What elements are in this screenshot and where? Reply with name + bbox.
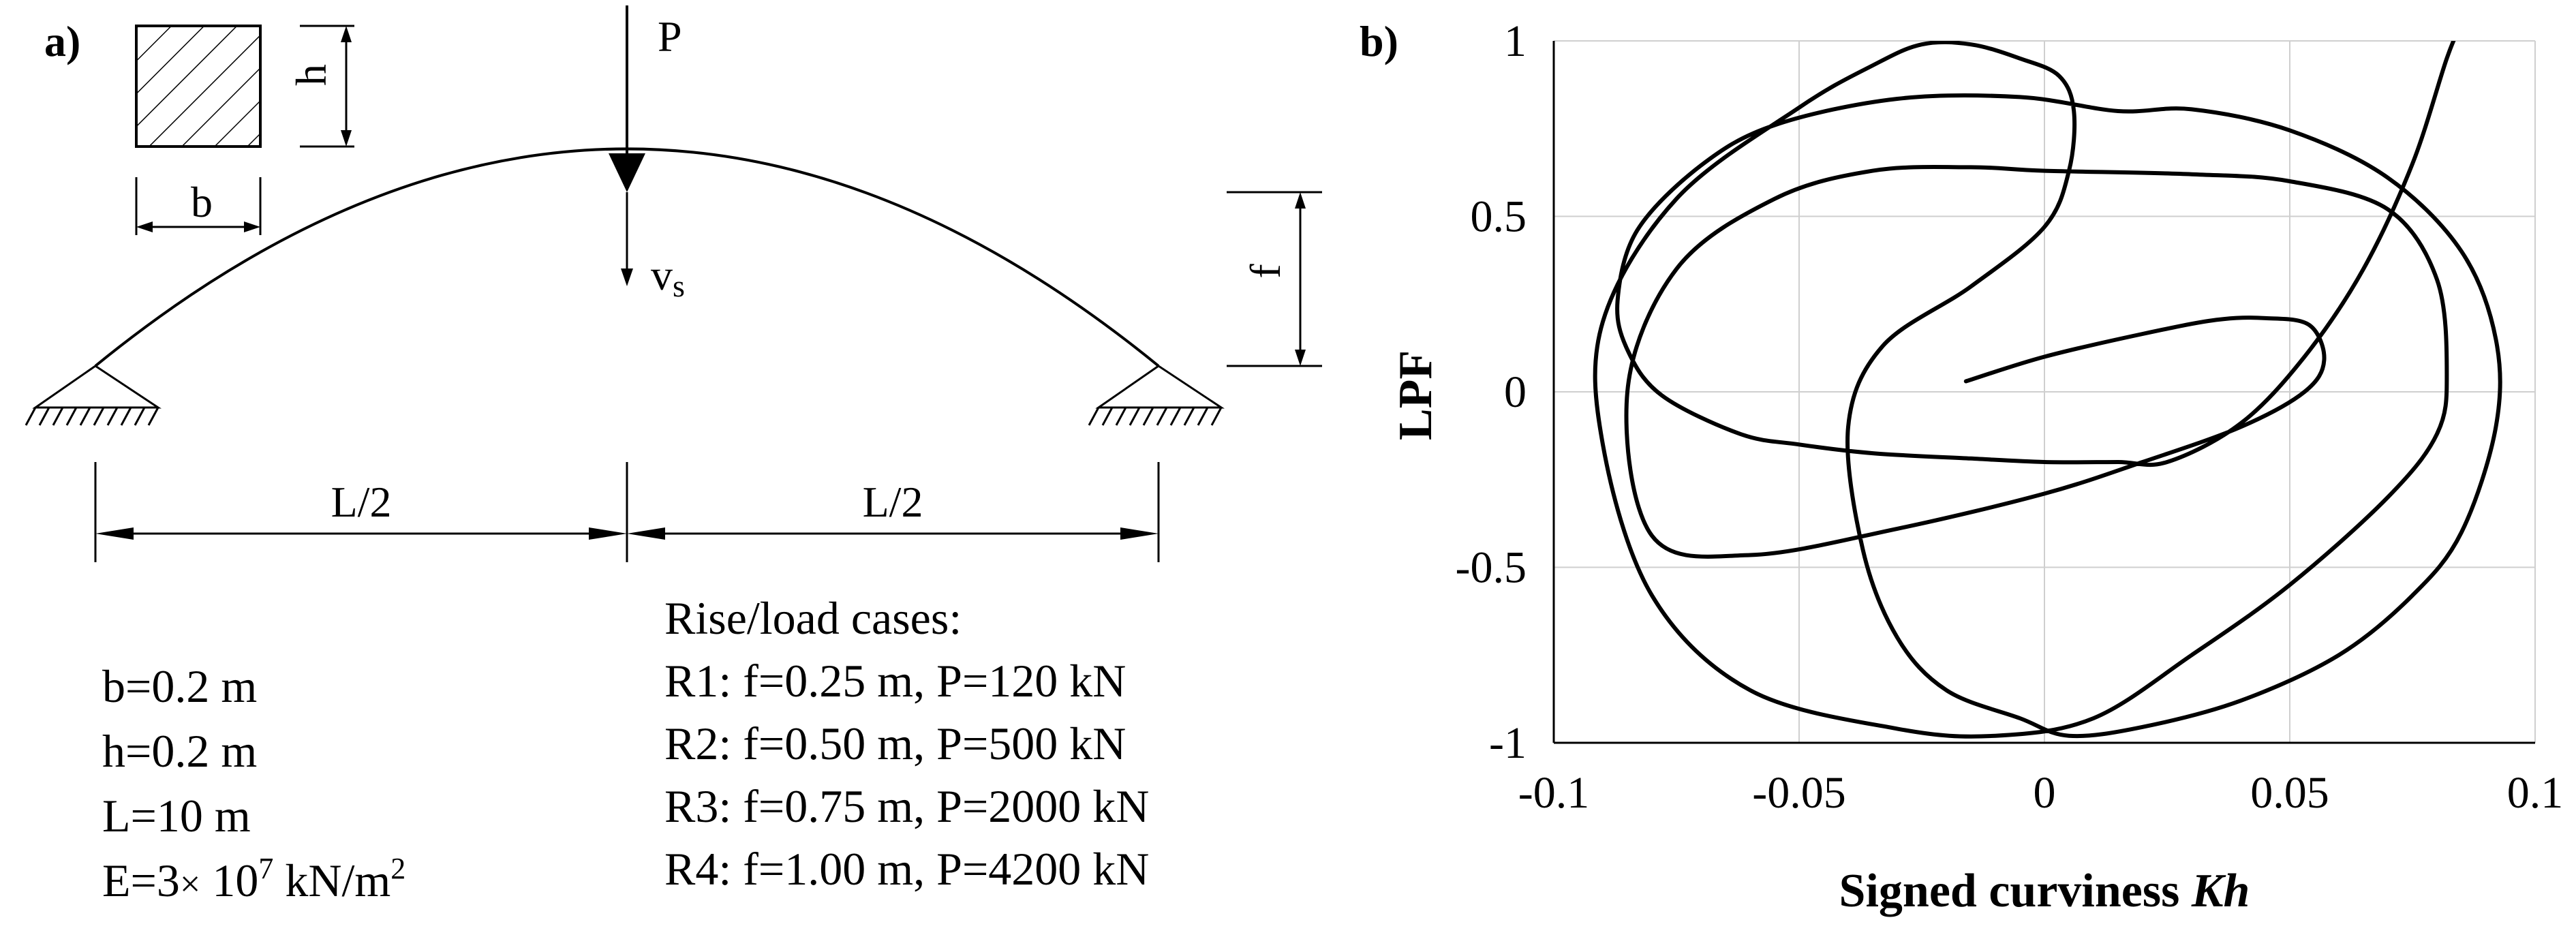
cases-list: Rise/load cases: R1: f=0.25 m, P=120 kN … (664, 592, 1149, 895)
span-dimension (94, 462, 1160, 562)
x-tick-label: 0.05 (2250, 768, 2329, 818)
case-r3: R3: f=0.75 m, P=2000 kN (664, 780, 1149, 832)
right-support (1088, 365, 1225, 426)
left-support (25, 365, 162, 426)
case-r1: R1: f=0.25 m, P=120 kN (664, 655, 1126, 707)
chart-axes (1552, 41, 2535, 744)
x-tick-label: -0.1 (1518, 768, 1589, 818)
y-tick-label: 1 (1504, 16, 1527, 66)
panel-a-label: a) (44, 17, 80, 65)
property-e: E=3× 107 kN/m2 (102, 852, 405, 906)
case-r4: R4: f=1.00 m, P=4200 kN (664, 843, 1149, 895)
chart-series (1593, 41, 2502, 739)
properties-list: b=0.2 m h=0.2 m L=10 m E=3× 107 kN/m2 (102, 660, 405, 906)
property-l: L=10 m (102, 790, 251, 842)
property-h: h=0.2 m (102, 725, 257, 777)
x-tick-label: 0 (2034, 768, 2056, 818)
cases-title: Rise/load cases: (664, 592, 962, 644)
x-tick-labels: -0.1 -0.05 0 0.05 0.1 (1518, 768, 2563, 818)
case-r2: R2: f=0.50 m, P=500 kN (664, 718, 1126, 769)
panel-a: a) h b (25, 5, 1322, 906)
x-axis-label: Signed curviness Kh (1839, 865, 2250, 917)
y-tick-labels: 1 0.5 0 -0.5 -1 (1456, 16, 1527, 768)
series-line-0 (1593, 41, 2502, 739)
half-span-right-label: L/2 (863, 478, 923, 526)
half-span-left-label: L/2 (331, 478, 392, 526)
cross-section: h b (135, 25, 354, 235)
y-axis-label: LPF (1390, 350, 1442, 440)
section-b-label: b (191, 178, 213, 226)
section-h-label: h (287, 64, 335, 86)
y-tick-label: -1 (1489, 718, 1527, 768)
load-arrow (609, 5, 645, 192)
panel-b-label: b) (1360, 17, 1398, 65)
property-b: b=0.2 m (102, 660, 257, 712)
load-p-label: P (658, 12, 682, 61)
panel-b: b) -0.1 -0.05 0 0.05 0.1 1 0.5 0 -0.5 -1 Signed … (1360, 16, 2563, 917)
x-tick-label: 0.1 (2507, 768, 2564, 818)
deflection-label: vs (651, 251, 685, 303)
y-tick-label: -0.5 (1456, 543, 1527, 593)
x-tick-label: -0.05 (1752, 768, 1845, 818)
y-tick-label: 0.5 (1471, 192, 1527, 242)
rise-f-label: f (1241, 264, 1289, 279)
rise-dimension (1227, 191, 1322, 367)
y-tick-label: 0 (1504, 367, 1527, 417)
chart-grid (1553, 40, 2536, 743)
deflection-arrow (621, 192, 633, 286)
